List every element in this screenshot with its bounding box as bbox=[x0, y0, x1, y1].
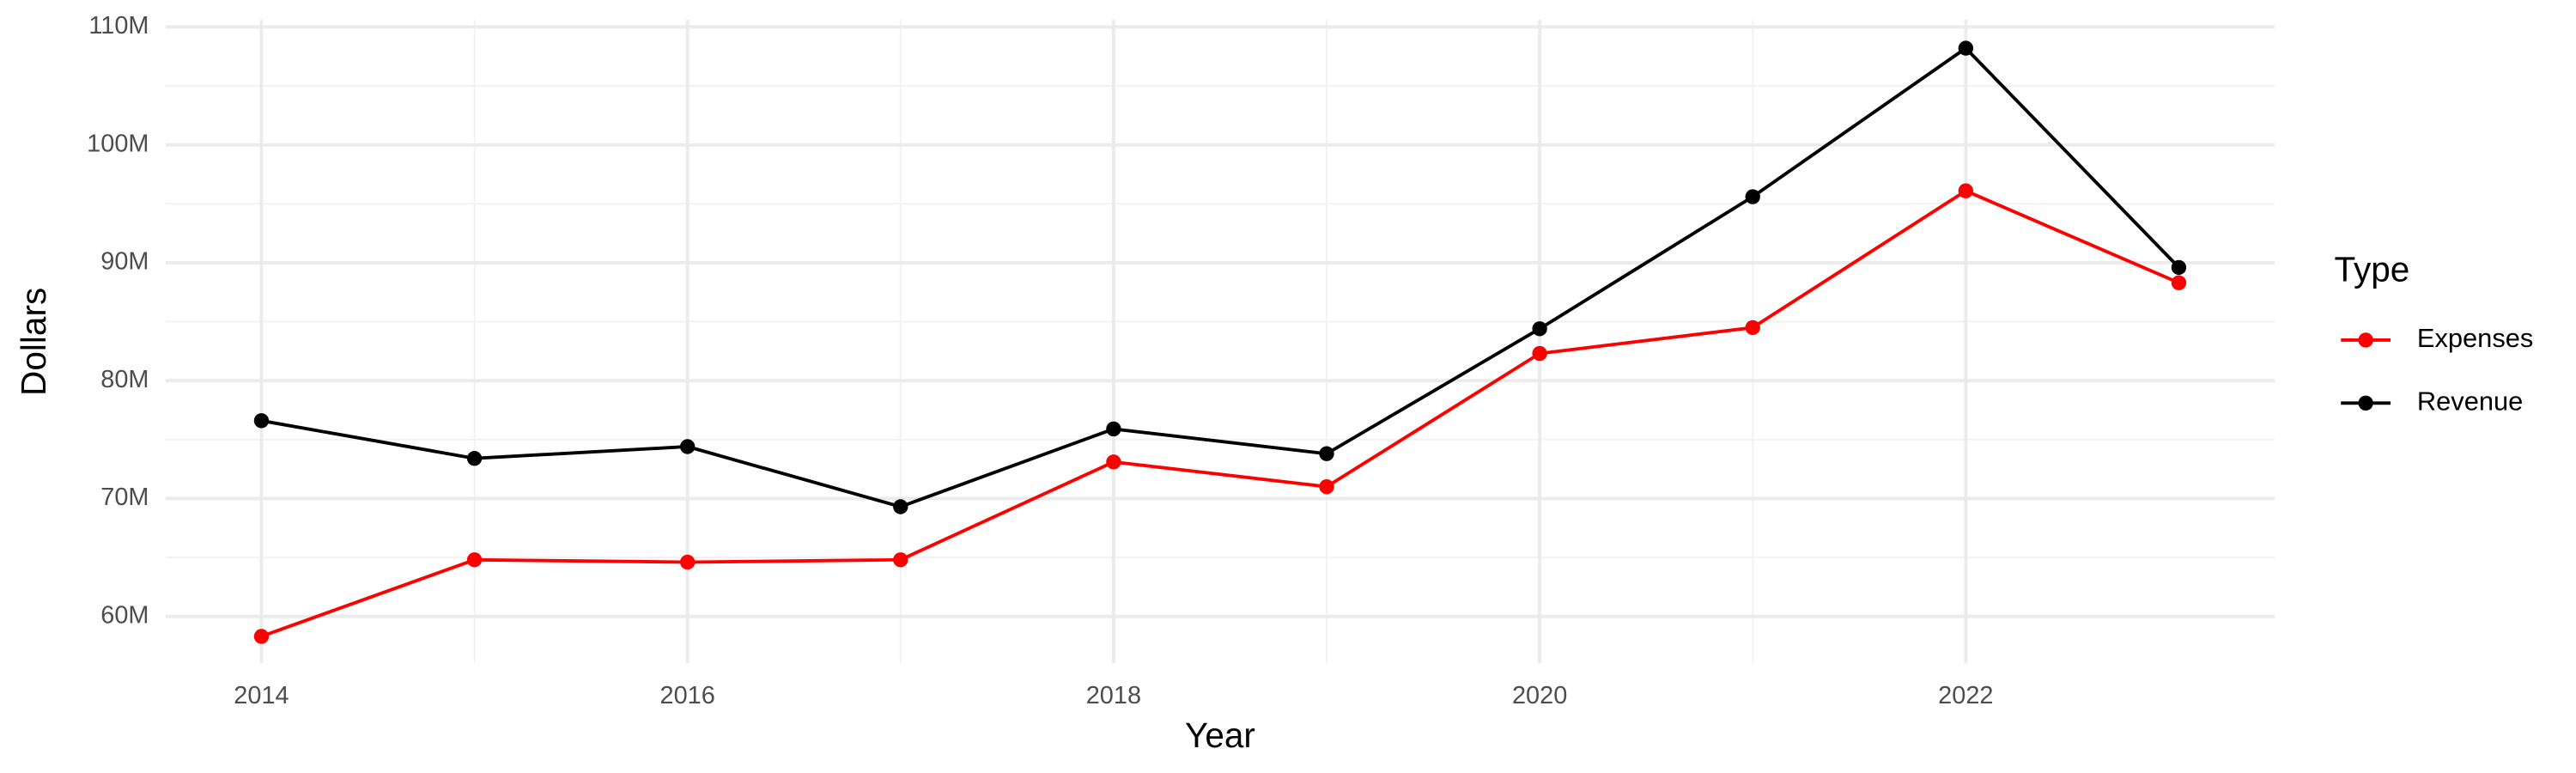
data-point bbox=[1319, 478, 1334, 495]
x-tick-label: 2020 bbox=[1512, 682, 1567, 709]
x-tick-label: 2014 bbox=[234, 682, 289, 709]
data-point bbox=[253, 413, 270, 429]
grid bbox=[165, 20, 2275, 664]
data-point bbox=[1745, 189, 1760, 204]
data-point bbox=[1532, 345, 1547, 362]
data-point bbox=[253, 629, 270, 644]
data-point bbox=[893, 499, 908, 514]
data-point bbox=[679, 439, 696, 454]
plot bbox=[253, 40, 2187, 644]
data-point bbox=[466, 552, 483, 568]
data-point bbox=[2171, 259, 2187, 276]
data-point bbox=[1958, 40, 1974, 56]
legend-swatch-point bbox=[2358, 395, 2373, 411]
legend-swatch-point bbox=[2358, 332, 2373, 348]
data-point bbox=[1958, 183, 1974, 198]
y-tick-label: 110M bbox=[88, 12, 149, 40]
y-tick-label: 60M bbox=[100, 601, 149, 629]
legend-label: Expenses bbox=[2417, 323, 2533, 353]
legend-label: Revenue bbox=[2417, 386, 2523, 416]
x-tick-label: 2018 bbox=[1086, 682, 1141, 709]
y-axis-title: Dollars bbox=[14, 288, 53, 396]
x-tick-label: 2016 bbox=[660, 682, 715, 709]
series-line bbox=[261, 46, 2180, 509]
data-point bbox=[2171, 275, 2187, 290]
data-point bbox=[1532, 321, 1547, 337]
y-tick-label: 90M bbox=[100, 248, 149, 276]
data-point bbox=[1106, 454, 1121, 470]
data-point bbox=[679, 554, 696, 570]
data-point bbox=[466, 451, 483, 466]
x-axis-title: Year bbox=[1185, 715, 1255, 755]
data-point bbox=[1106, 421, 1121, 437]
series-line bbox=[260, 189, 2180, 638]
data-point bbox=[1745, 320, 1760, 336]
data-point bbox=[893, 552, 908, 568]
y-tick-label: 80M bbox=[100, 366, 149, 393]
data-point bbox=[1319, 446, 1334, 461]
x-tick-label: 2022 bbox=[1938, 682, 1993, 709]
y-tick-label: 100M bbox=[87, 130, 149, 157]
y-tick-label: 70M bbox=[100, 484, 149, 511]
legend-title: Type bbox=[2335, 249, 2410, 289]
